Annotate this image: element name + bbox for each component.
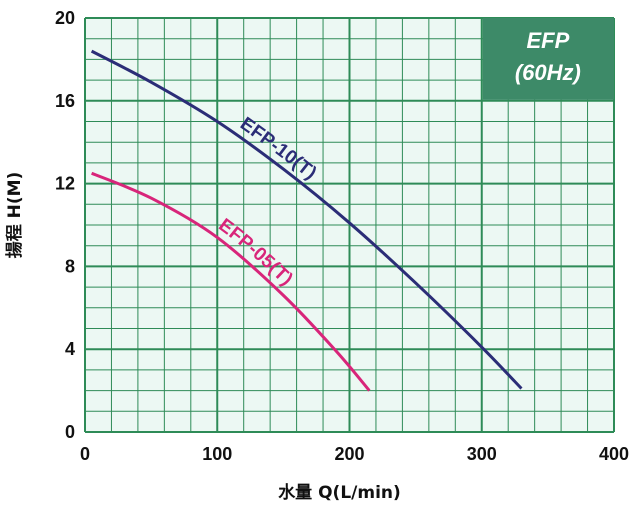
y-tick-label: 20 (55, 8, 75, 28)
badge-model-text: EFP (526, 28, 569, 53)
badge-frequency-text: (60Hz) (515, 60, 581, 85)
tick-labels: 0 100 200 300 400 0 4 8 12 16 20 (55, 8, 629, 464)
y-tick-label: 0 (65, 422, 75, 442)
y-tick-label: 4 (65, 339, 75, 359)
series-line (91, 171, 371, 392)
x-tick-label: 200 (334, 444, 364, 464)
x-tick-label: 300 (467, 444, 497, 464)
y-tick-label: 12 (55, 174, 75, 194)
x-tick-label: 0 (80, 444, 90, 464)
y-tick-label: 8 (65, 256, 75, 276)
y-axis-label: 揚程 H(M) (5, 172, 25, 259)
x-tick-label: 100 (202, 444, 232, 464)
x-tick-label: 400 (599, 444, 629, 464)
model-badge (482, 18, 614, 100)
series-line (90, 49, 523, 390)
y-tick-label: 16 (55, 91, 75, 111)
x-axis-label: 水量 Q(L/min) (278, 482, 401, 503)
